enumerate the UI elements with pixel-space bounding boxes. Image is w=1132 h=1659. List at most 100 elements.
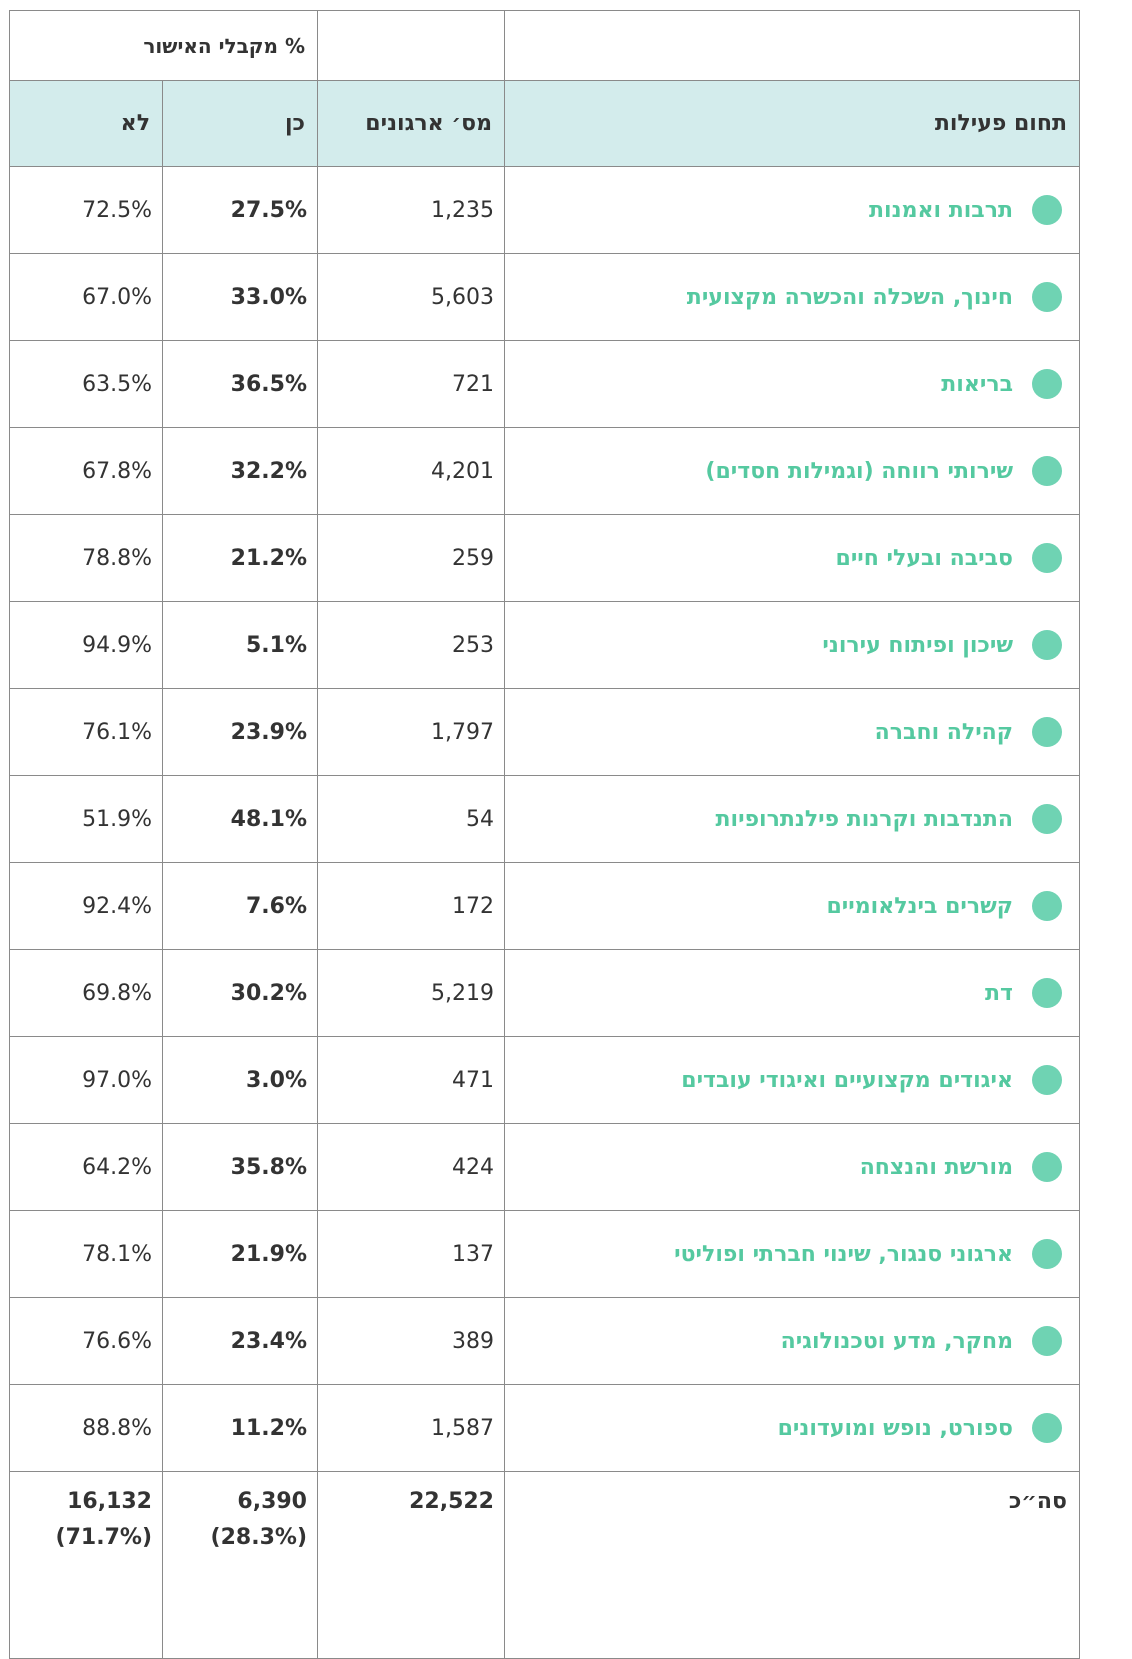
field-content: ארגוני סנגור, שינוי חברתי ופוליטי <box>517 1234 1067 1274</box>
org-count: 259 <box>317 514 505 602</box>
total-yes-line: (28.3%) <box>210 1525 307 1550</box>
field-cell: חינוך, השכלה והכשרה מקצועית <box>504 253 1080 341</box>
icon <box>1032 456 1062 486</box>
field-cell: תרבות ואמנות <box>504 166 1080 254</box>
icon <box>1032 1065 1062 1095</box>
yes-pct: 27.5% <box>162 166 318 254</box>
org-count: 1,235 <box>317 166 505 254</box>
no-pct: 63.5% <box>9 340 163 428</box>
data-row: ארגוני סנגור, שינוי חברתי ופוליטי 137 21.9… <box>9 1210 1080 1298</box>
data-row: מורשת והנצחה 424 35.8% 64.2% <box>9 1123 1080 1211</box>
field-cell: ארגוני סנגור, שינוי חברתי ופוליטי <box>504 1210 1080 1298</box>
org-count: 721 <box>317 340 505 428</box>
data-row: סביבה ובעלי חיים 259 21.2% 78.8% <box>9 514 1080 602</box>
org-count: 389 <box>317 1297 505 1385</box>
icon-shape <box>1032 978 1062 1008</box>
data-row: קהילה וחברה 1,797 23.9% 76.1% <box>9 688 1080 776</box>
org-count: 5,219 <box>317 949 505 1037</box>
no-pct: 67.0% <box>9 253 163 341</box>
field-name: איגודים מקצועיים ואיגודי עובדים <box>681 1067 1013 1093</box>
field-cell: דת <box>504 949 1080 1037</box>
icon-shape <box>1032 456 1062 486</box>
data-row: חינוך, השכלה והכשרה מקצועית 5,603 33.0% 67.… <box>9 253 1080 341</box>
icon-shape <box>1032 891 1062 921</box>
field-name: ארגוני סנגור, שינוי חברתי ופוליטי <box>674 1241 1013 1267</box>
field-content: איגודים מקצועיים ואיגודי עובדים <box>517 1060 1067 1100</box>
no-pct: 76.1% <box>9 688 163 776</box>
icon-shape <box>1032 369 1062 399</box>
field-content: חינוך, השכלה והכשרה מקצועית <box>517 277 1067 317</box>
field-cell: איגודים מקצועיים ואיגודי עובדים <box>504 1036 1080 1124</box>
icon-shape <box>1032 717 1062 747</box>
empty-cell <box>317 10 505 81</box>
yes-pct: 7.6% <box>162 862 318 950</box>
field-content: קהילה וחברה <box>517 712 1067 752</box>
column-header: מס׳ ארגונים <box>317 80 505 167</box>
field-name: ספורט, נופש ומועדונים <box>777 1415 1013 1441</box>
field-name: מורשת והנצחה <box>859 1154 1013 1180</box>
yes-pct: 5.1% <box>162 601 318 689</box>
icon-shape <box>1032 630 1062 660</box>
field-cell: ספורט, נופש ומועדונים <box>504 1384 1080 1472</box>
icon-shape <box>1032 543 1062 573</box>
field-cell: קהילה וחברה <box>504 688 1080 776</box>
icon-shape <box>1032 282 1062 312</box>
field-name: התנדבות וקרנות פילנתרופיות <box>715 806 1013 832</box>
field-content: מורשת והנצחה <box>517 1147 1067 1187</box>
yes-pct: 30.2% <box>162 949 318 1037</box>
no-pct: 78.8% <box>9 514 163 602</box>
org-count: 5,603 <box>317 253 505 341</box>
org-count: 253 <box>317 601 505 689</box>
field-cell: סביבה ובעלי חיים <box>504 514 1080 602</box>
yes-pct: 3.0% <box>162 1036 318 1124</box>
no-pct: 72.5% <box>9 166 163 254</box>
icon <box>1032 369 1062 399</box>
icon <box>1032 717 1062 747</box>
empty-cell <box>504 10 1080 81</box>
yes-pct: 21.2% <box>162 514 318 602</box>
icon-shape <box>1032 1326 1062 1356</box>
field-cell: בריאות <box>504 340 1080 428</box>
data-row: שיכון ופיתוח עירוני 253 5.1% 94.9% <box>9 601 1080 689</box>
icon-shape <box>1032 1152 1062 1182</box>
data-row: מחקר, מדע וטכנולוגיה 389 23.4% 76.6% <box>9 1297 1080 1385</box>
table-body: % מקבלי האישור תחום פעילות מס׳ ארגונים כ… <box>9 10 1080 1659</box>
group-header: % מקבלי האישור <box>9 10 318 81</box>
total-count: 22,522 <box>317 1471 505 1659</box>
field-name: מחקר, מדע וטכנולוגיה <box>780 1328 1013 1354</box>
data-row: תרבות ואמנות 1,235 27.5% 72.5% <box>9 166 1080 254</box>
field-name: תרבות ואמנות <box>869 197 1013 223</box>
field-name: דת <box>985 980 1013 1006</box>
icon <box>1032 282 1062 312</box>
yes-pct: 23.9% <box>162 688 318 776</box>
no-pct: 97.0% <box>9 1036 163 1124</box>
total-label: סה״כ <box>504 1471 1080 1659</box>
icon <box>1032 195 1062 225</box>
icon <box>1032 1152 1062 1182</box>
field-content: סביבה ובעלי חיים <box>517 538 1067 578</box>
yes-pct: 33.0% <box>162 253 318 341</box>
yes-pct: 11.2% <box>162 1384 318 1472</box>
no-pct: 76.6% <box>9 1297 163 1385</box>
no-pct: 67.8% <box>9 427 163 515</box>
total-yes: 6,390 (28.3%) <box>162 1471 318 1659</box>
column-header: לא <box>9 80 163 167</box>
yes-pct: 48.1% <box>162 775 318 863</box>
icon-shape <box>1032 1413 1062 1443</box>
field-content: בריאות <box>517 364 1067 404</box>
field-name: קהילה וחברה <box>874 719 1013 745</box>
data-row: קשרים בינלאומיים 172 7.6% 92.4% <box>9 862 1080 950</box>
table-wrap: % מקבלי האישור תחום פעילות מס׳ ארגונים כ… <box>9 10 1080 1659</box>
org-count: 54 <box>317 775 505 863</box>
no-pct: 92.4% <box>9 862 163 950</box>
table: % מקבלי האישור תחום פעילות מס׳ ארגונים כ… <box>9 10 1080 1659</box>
field-content: התנדבות וקרנות פילנתרופיות <box>517 799 1067 839</box>
field-cell: שירותי רווחה (וגמילות חסדים) <box>504 427 1080 515</box>
field-content: ספורט, נופש ומועדונים <box>517 1408 1067 1448</box>
yes-pct: 36.5% <box>162 340 318 428</box>
data-row: בריאות 721 36.5% 63.5% <box>9 340 1080 428</box>
field-name: קשרים בינלאומיים <box>826 893 1013 919</box>
org-count: 172 <box>317 862 505 950</box>
field-cell: התנדבות וקרנות פילנתרופיות <box>504 775 1080 863</box>
field-name: חינוך, השכלה והכשרה מקצועית <box>686 284 1013 310</box>
